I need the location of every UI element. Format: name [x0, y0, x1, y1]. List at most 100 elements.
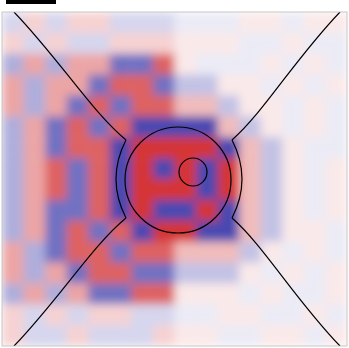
cell [153, 283, 175, 304]
cell [88, 221, 110, 242]
cell [218, 12, 240, 33]
cell [261, 304, 283, 325]
cell [2, 263, 24, 284]
cell [261, 179, 283, 200]
outline-circle [125, 127, 231, 233]
cell [325, 54, 347, 75]
cell [88, 304, 110, 325]
cell [88, 158, 110, 179]
cell [325, 263, 347, 284]
cell [196, 116, 218, 137]
cell [153, 12, 175, 33]
cell [67, 12, 89, 33]
cell [196, 33, 218, 54]
cell [239, 75, 261, 96]
cell [239, 304, 261, 325]
cell [153, 137, 175, 158]
cell [45, 96, 67, 117]
cell [175, 179, 197, 200]
cell [325, 75, 347, 96]
cell [282, 179, 304, 200]
cell [175, 54, 197, 75]
cell [261, 116, 283, 137]
cell [218, 242, 240, 263]
cell [110, 283, 132, 304]
cell [88, 12, 110, 33]
cell [304, 179, 326, 200]
cell [304, 242, 326, 263]
cell [2, 221, 24, 242]
cell [67, 33, 89, 54]
cell [131, 54, 153, 75]
cell [239, 325, 261, 346]
cell [24, 137, 46, 158]
cell [67, 137, 89, 158]
outline-curve [14, 218, 126, 346]
cell [45, 179, 67, 200]
cell [239, 283, 261, 304]
cell [196, 304, 218, 325]
cell [45, 116, 67, 137]
cell [218, 116, 240, 137]
outline-curve [14, 12, 126, 140]
cell [45, 242, 67, 263]
cell [24, 283, 46, 304]
cell [325, 96, 347, 117]
cell [131, 96, 153, 117]
cell [175, 12, 197, 33]
cell [325, 116, 347, 137]
cell [110, 116, 132, 137]
cell [131, 242, 153, 263]
plot-area [2, 12, 347, 346]
cell [45, 54, 67, 75]
cell [282, 221, 304, 242]
cell [131, 263, 153, 284]
cell [153, 96, 175, 117]
cell [24, 200, 46, 221]
cell [239, 263, 261, 284]
cell [325, 304, 347, 325]
cell [88, 137, 110, 158]
cell [304, 12, 326, 33]
cell [24, 75, 46, 96]
cell [67, 200, 89, 221]
cell [282, 283, 304, 304]
cell [282, 242, 304, 263]
cell [175, 325, 197, 346]
cell [304, 54, 326, 75]
cell [218, 33, 240, 54]
cell [175, 263, 197, 284]
cell [131, 221, 153, 242]
cell [196, 75, 218, 96]
cell [2, 242, 24, 263]
cell [2, 33, 24, 54]
cell [218, 221, 240, 242]
cell [325, 158, 347, 179]
cell [110, 263, 132, 284]
cell [261, 33, 283, 54]
frame [2, 12, 347, 346]
cell [304, 33, 326, 54]
cell [88, 179, 110, 200]
cell [67, 325, 89, 346]
cell [196, 325, 218, 346]
cell [175, 158, 197, 179]
cell [175, 283, 197, 304]
cell [131, 325, 153, 346]
cell [45, 158, 67, 179]
cell [218, 263, 240, 284]
cell [282, 33, 304, 54]
cell [45, 325, 67, 346]
cell [45, 221, 67, 242]
cell [175, 33, 197, 54]
figure [0, 0, 349, 348]
cell [131, 33, 153, 54]
cell [325, 242, 347, 263]
cell [282, 12, 304, 33]
cell [239, 137, 261, 158]
cell [196, 283, 218, 304]
cell [175, 75, 197, 96]
cell [24, 54, 46, 75]
cell [24, 325, 46, 346]
cell [2, 158, 24, 179]
